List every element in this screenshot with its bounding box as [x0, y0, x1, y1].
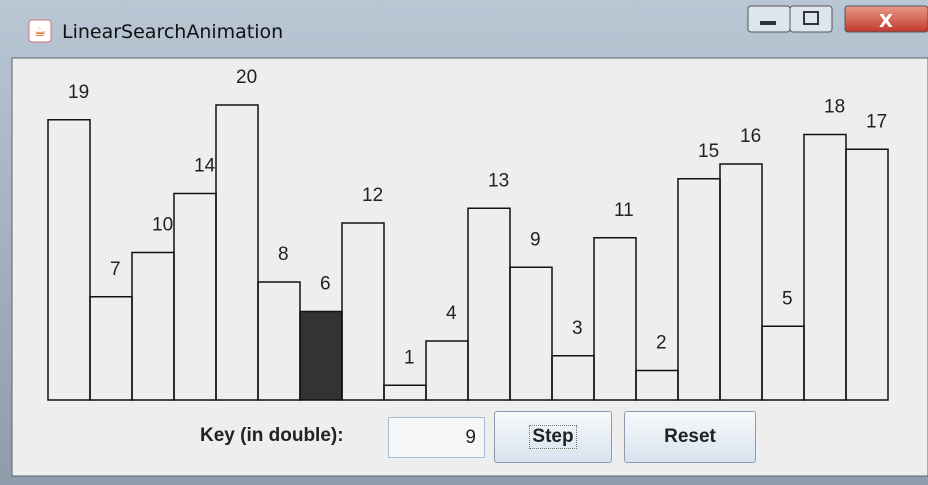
bar-label: 9	[530, 229, 541, 250]
key-label: Key (in double):	[200, 425, 344, 447]
bar	[762, 326, 804, 400]
bar-label: 16	[740, 126, 761, 147]
bar-label: 18	[824, 97, 845, 118]
bar-label: 5	[782, 288, 793, 309]
bar-label: 1	[404, 347, 415, 368]
bar	[258, 282, 300, 400]
bar-label: 3	[572, 318, 583, 339]
bar	[552, 356, 594, 400]
bar	[510, 267, 552, 400]
bar	[90, 297, 132, 400]
bar-label: 13	[488, 170, 509, 191]
bar-label: 20	[236, 67, 257, 88]
bar	[426, 341, 468, 400]
key-input[interactable]: 9	[388, 417, 485, 458]
bars-panel: 1971014208612141393112151651817	[0, 0, 928, 485]
bar	[804, 135, 846, 401]
bar-label: 14	[194, 156, 216, 177]
bar	[594, 238, 636, 400]
bar-label: 8	[278, 244, 289, 265]
bar-label: 6	[320, 274, 331, 295]
bar-label: 11	[614, 200, 634, 221]
bar-label: 2	[656, 333, 667, 354]
bar-label: 17	[866, 111, 887, 132]
bar-label: 12	[362, 185, 383, 206]
bar-label: 10	[152, 215, 173, 236]
bar-label: 15	[698, 141, 719, 162]
bar	[846, 149, 888, 400]
window: ☕ LinearSearchAnimation X 19710142086121…	[0, 0, 928, 485]
bar	[678, 179, 720, 400]
bar-label: 4	[446, 303, 457, 324]
bar	[384, 385, 426, 400]
bar	[720, 164, 762, 400]
bar	[132, 253, 174, 401]
bar-label: 19	[68, 82, 89, 103]
bar	[468, 208, 510, 400]
bar	[174, 194, 216, 401]
bar-label: 7	[110, 259, 121, 280]
step-text: Step	[529, 425, 576, 449]
bar	[216, 105, 258, 400]
bar	[342, 223, 384, 400]
step-button[interactable]: Step	[494, 411, 612, 463]
bar	[48, 120, 90, 400]
bar	[636, 371, 678, 401]
reset-button[interactable]: Reset	[624, 411, 756, 463]
bar	[300, 312, 342, 401]
